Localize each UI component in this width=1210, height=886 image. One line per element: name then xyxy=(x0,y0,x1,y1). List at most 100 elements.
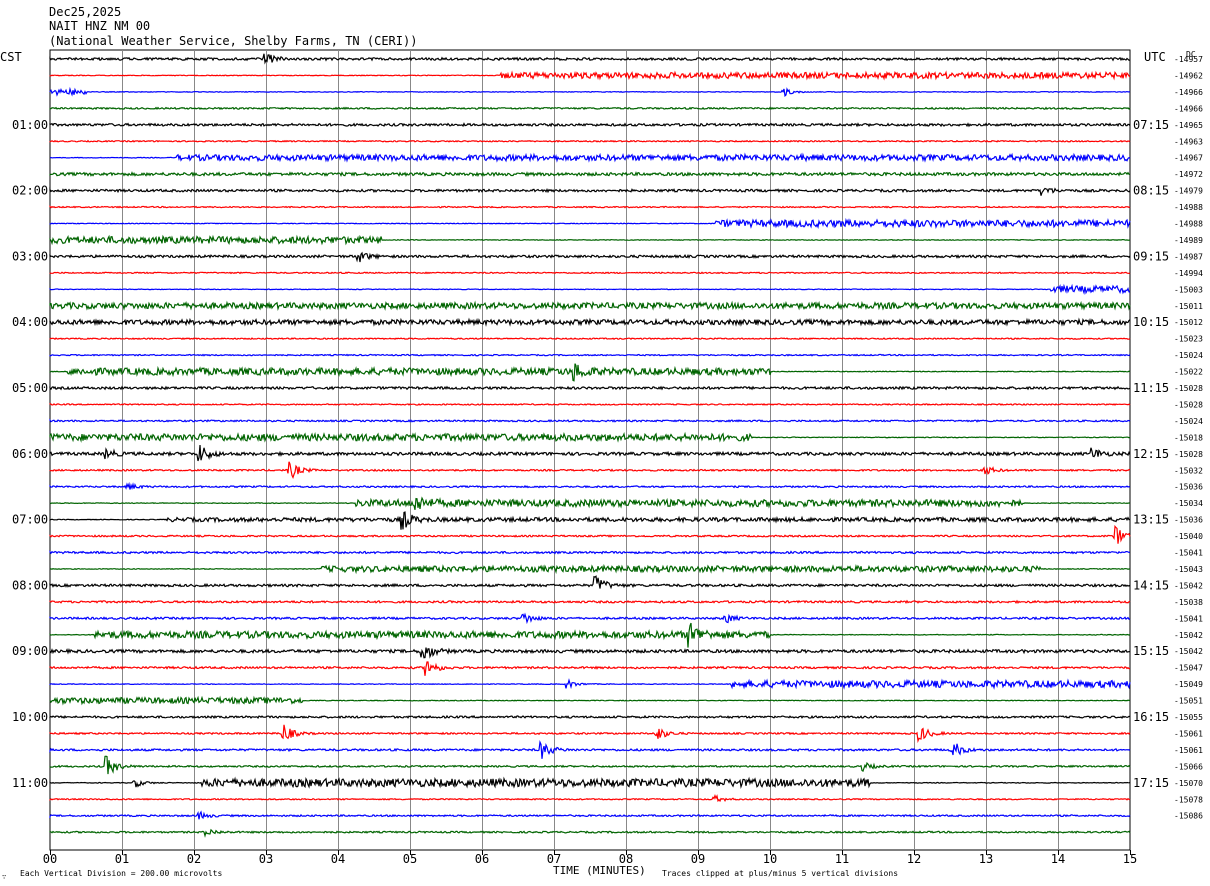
dc-offset-label: -14987 xyxy=(1174,252,1203,261)
trace-line xyxy=(49,599,1131,605)
trace-line xyxy=(49,740,1131,759)
dc-offset-label: -15028 xyxy=(1174,450,1203,459)
left-hour-labels: 01:00 02:00 03:00 04:00 05:00 06:00 07:00 08:00… xyxy=(12,118,48,790)
trace-line xyxy=(49,53,1131,65)
dc-offset-label: -15042 xyxy=(1174,581,1203,590)
trace-line xyxy=(49,496,1131,510)
x-tick-label: 11 xyxy=(835,852,849,866)
x-tick-label: 00 xyxy=(43,852,57,866)
right-hour-label: 10:15 xyxy=(1133,315,1169,329)
x-tick-label: 09 xyxy=(691,852,705,866)
left-hour-label: 03:00 xyxy=(12,249,48,263)
trace-line xyxy=(49,283,1131,295)
trace-line xyxy=(49,828,1131,838)
dc-offset-label: -15003 xyxy=(1174,285,1203,294)
left-axis-header: CST xyxy=(0,50,22,64)
trace-line xyxy=(49,205,1131,209)
dc-offset-label: -15042 xyxy=(1174,631,1203,640)
x-tick-label: 15 xyxy=(1123,852,1137,866)
right-hour-label: 15:15 xyxy=(1133,644,1169,658)
dc-offset-label: -15012 xyxy=(1174,318,1203,327)
trace-line xyxy=(49,461,1131,479)
dc-offset-label: -15040 xyxy=(1174,532,1203,541)
x-axis-label: TIME (MINUTES) xyxy=(553,864,646,877)
trace-line xyxy=(49,695,1131,706)
corner-mark: ∵ xyxy=(2,873,6,881)
left-hour-label: 04:00 xyxy=(12,315,48,329)
trace-line xyxy=(49,86,1131,97)
dc-offset-label: -14979 xyxy=(1174,187,1203,196)
trace-line xyxy=(49,418,1131,423)
trace-line xyxy=(49,550,1131,555)
right-hour-label: 08:15 xyxy=(1133,184,1169,198)
trace-line xyxy=(49,152,1131,163)
x-tick-label: 13 xyxy=(979,852,993,866)
trace-line xyxy=(49,810,1131,820)
left-hour-label: 11:00 xyxy=(12,776,48,790)
scale-note: Each Vertical Division = 200.00 microvol… xyxy=(20,869,222,878)
dc-offset-label: -14957 xyxy=(1174,55,1203,64)
left-hour-label: 05:00 xyxy=(12,381,48,395)
dc-offset-label: -15061 xyxy=(1174,746,1203,755)
plot-frame xyxy=(49,49,1131,851)
x-tick-label: 05 xyxy=(403,852,417,866)
dc-offset-label: -14988 xyxy=(1174,203,1203,212)
right-hour-label: 12:15 xyxy=(1133,447,1169,461)
dc-offset-label: -15011 xyxy=(1174,302,1203,311)
x-tick-label: 08 xyxy=(619,852,633,866)
dc-offset-label: -15024 xyxy=(1174,417,1203,426)
dc-offset-label: -14965 xyxy=(1174,121,1203,130)
left-hour-label: 07:00 xyxy=(12,513,48,527)
left-hour-label: 06:00 xyxy=(12,447,48,461)
x-tick-label: 10 xyxy=(763,852,777,866)
right-hour-label: 07:15 xyxy=(1133,118,1169,132)
right-axis-header: UTC xyxy=(1144,50,1166,64)
trace-line xyxy=(49,271,1131,275)
dc-offset-label: -15024 xyxy=(1174,351,1203,360)
dc-offset-label: -15023 xyxy=(1174,335,1203,344)
x-tick-label: 02 xyxy=(187,852,201,866)
trace-line xyxy=(49,724,1131,744)
dc-offset-label: -14989 xyxy=(1174,236,1203,245)
trace-line xyxy=(49,353,1131,357)
right-hour-label: 11:15 xyxy=(1133,381,1169,395)
left-hour-label: 10:00 xyxy=(12,710,48,724)
dc-offset-label: -15041 xyxy=(1174,614,1203,623)
dc-offset-label: -15061 xyxy=(1174,729,1203,738)
x-tick-label: 12 xyxy=(907,852,921,866)
trace-line xyxy=(49,139,1131,143)
x-tick-labels: 00 01 02 03 04 05 06 07 08 09 10 11 12 13 14 15 xyxy=(43,852,1137,866)
trace-line xyxy=(49,755,1131,775)
chart-subtitle-location: (National Weather Service, Shelby Farms,… xyxy=(49,34,417,48)
dc-offset-label: -15049 xyxy=(1174,680,1203,689)
trace-line xyxy=(49,300,1131,312)
trace-line xyxy=(49,647,1131,659)
dc-offset-label: -15043 xyxy=(1174,565,1203,574)
trace-line xyxy=(49,317,1131,327)
dc-offset-label: -15042 xyxy=(1174,647,1203,656)
trace-line xyxy=(49,122,1131,128)
dc-offset-label: -14966 xyxy=(1174,88,1203,97)
trace-line xyxy=(49,217,1131,230)
right-hour-label: 16:15 xyxy=(1133,710,1169,724)
dc-offset-label: -15078 xyxy=(1174,795,1203,804)
left-hour-label: 02:00 xyxy=(12,184,48,198)
trace-line xyxy=(49,622,1131,648)
trace-line xyxy=(49,794,1131,803)
trace-line xyxy=(49,431,1131,443)
x-tick-label: 04 xyxy=(331,852,345,866)
trace-line xyxy=(49,776,1131,790)
dc-offset-label: -15036 xyxy=(1174,516,1203,525)
dc-offset-label: -15070 xyxy=(1174,779,1203,788)
trace-line xyxy=(49,70,1131,81)
trace-line xyxy=(49,661,1131,676)
dc-offset-label: -15038 xyxy=(1174,598,1203,607)
dc-offset-label: -14966 xyxy=(1174,104,1203,113)
dc-offset-label: -15034 xyxy=(1174,499,1203,508)
dc-offset-label: -14963 xyxy=(1174,137,1203,146)
left-hour-label: 01:00 xyxy=(12,118,48,132)
dc-offset-label: -15028 xyxy=(1174,400,1203,409)
x-tick-label: 14 xyxy=(1051,852,1065,866)
dc-offset-label: -15032 xyxy=(1174,466,1203,475)
